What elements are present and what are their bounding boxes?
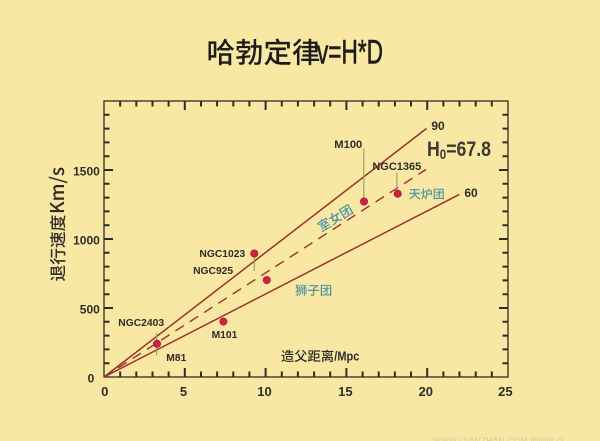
svg-text:25: 25 [498,384,512,399]
svg-text:M81: M81 [166,353,186,364]
svg-text:1500: 1500 [73,164,100,178]
svg-text:60: 60 [464,186,478,200]
svg-text:15: 15 [338,384,352,399]
svg-text:M100: M100 [334,139,362,151]
svg-text:v=H*D: v=H*D [317,34,383,72]
svg-text:M101: M101 [212,330,238,341]
svg-text:NGC925: NGC925 [193,266,233,277]
svg-text:WWW.QIANZHAN.COM WWW.Q: WWW.QIANZHAN.COM WWW.Q [433,437,564,441]
svg-text:NGC1023: NGC1023 [199,249,245,260]
svg-text:1000: 1000 [73,233,100,247]
svg-text:90: 90 [431,119,445,133]
svg-text:/Mpc: /Mpc [334,349,359,364]
svg-text:0: 0 [101,384,108,399]
svg-text:NGC2403: NGC2403 [118,318,164,329]
svg-text:500: 500 [80,302,100,316]
svg-text:5: 5 [180,384,187,399]
svg-text:NGC1365: NGC1365 [372,161,421,173]
svg-text:10: 10 [257,384,271,399]
svg-text:0: 0 [88,371,95,385]
svg-text:20: 20 [419,384,433,399]
svg-text:H0=67.8: H0=67.8 [427,137,491,162]
